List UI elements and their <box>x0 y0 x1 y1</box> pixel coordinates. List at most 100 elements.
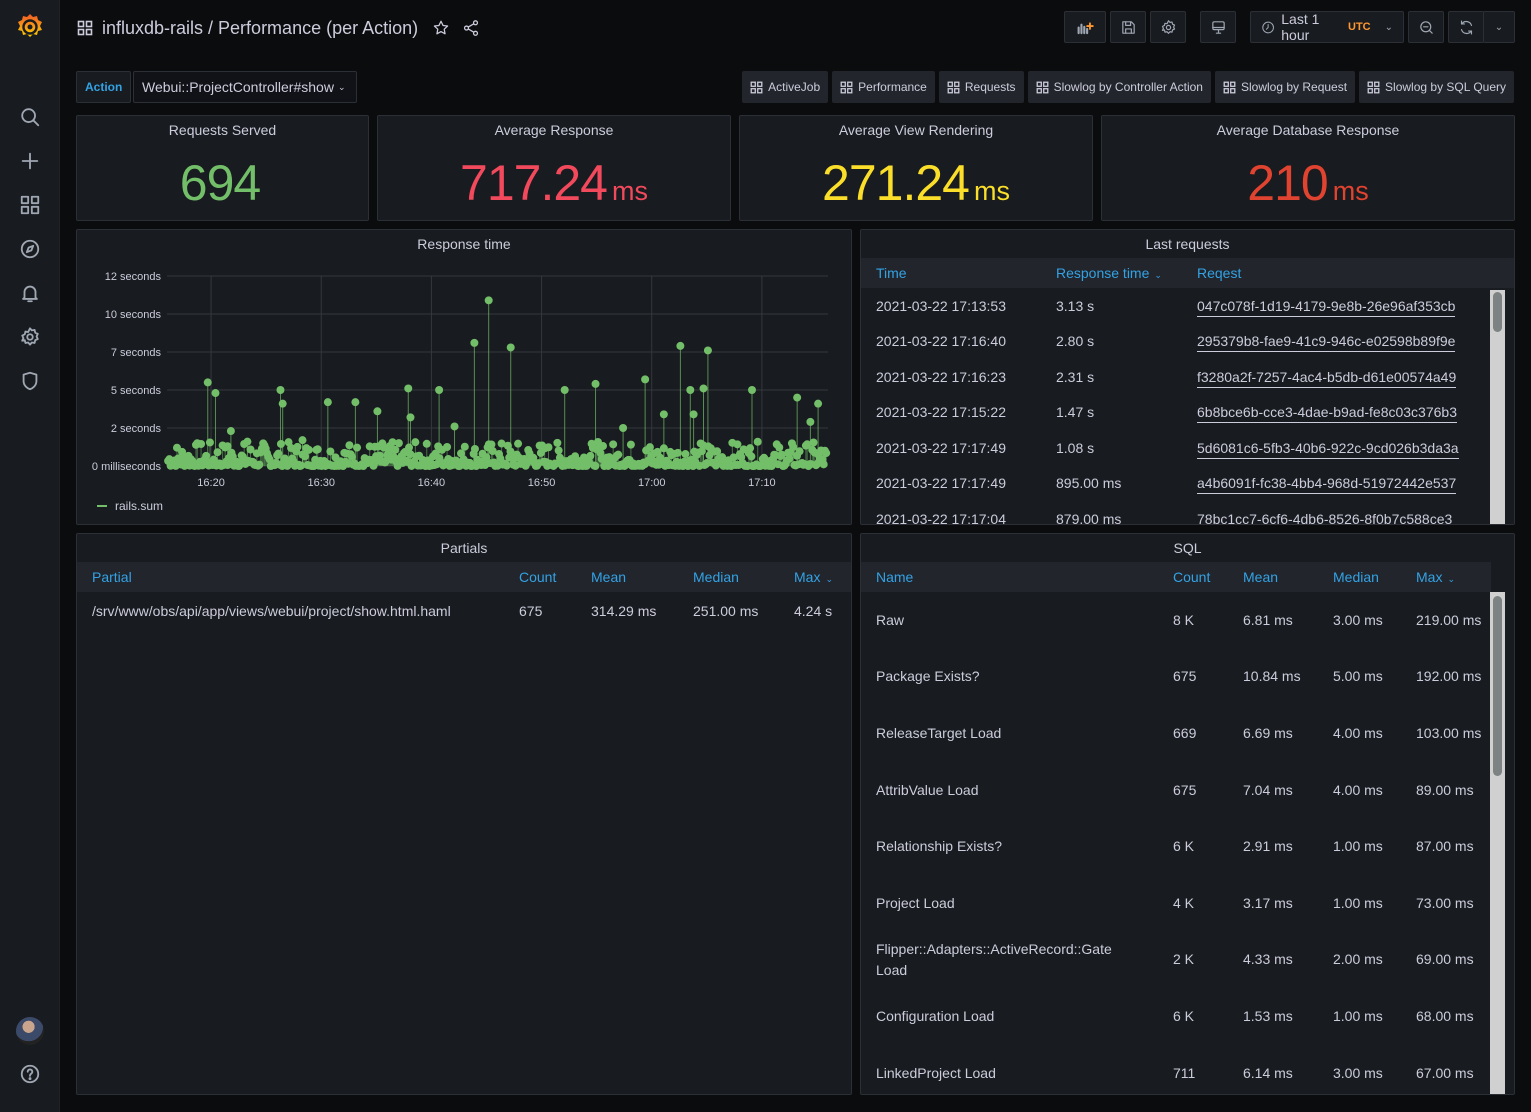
time-cell: 2021-03-22 17:16:23 <box>876 368 1006 385</box>
data-point <box>255 460 264 469</box>
response-time-panel: Response time 0 milliseconds 2 seconds 5 s… <box>76 229 852 525</box>
panel-title[interactable]: Average Database Response <box>1216 122 1400 138</box>
plus-icon[interactable] <box>18 149 42 173</box>
column-header-count[interactable]: Count <box>1173 569 1211 585</box>
table-row[interactable]: /srv/www/obs/api/app/views/webui/project… <box>77 592 851 630</box>
data-point <box>351 398 360 407</box>
stat-value: 271.24 ms <box>740 154 1092 212</box>
response-time-cell: 1.08 s <box>1056 439 1095 456</box>
table-row[interactable]: ReleaseTarget Load 669 6.69 ms 4.00 ms 103.0… <box>861 705 1491 762</box>
table-row[interactable]: Package Exists? 675 10.84 ms 5.00 ms 192.00 … <box>861 649 1491 706</box>
panel-title[interactable]: Response time <box>417 236 511 252</box>
y-tick-label: 7 seconds <box>111 347 162 359</box>
dashboard-grid-icon <box>1036 81 1048 93</box>
configuration-gear-icon[interactable] <box>18 325 42 349</box>
time-range-picker[interactable]: Last 1 hour UTC ⌄ <box>1250 11 1404 43</box>
table-row[interactable]: 2021-03-22 17:16:23 2.31 s f3280a2f-7257-4… <box>861 359 1514 395</box>
dashboards-icon[interactable] <box>18 193 42 217</box>
grafana-logo-icon[interactable] <box>14 11 46 43</box>
stat-number: 694 <box>179 155 261 211</box>
dashboard-link-slowlog-request[interactable]: Slowlog by Request <box>1214 71 1356 103</box>
explore-compass-icon[interactable] <box>18 237 42 261</box>
scrollbar-thumb[interactable] <box>1493 292 1502 332</box>
column-header-mean[interactable]: Mean <box>591 569 627 585</box>
table-row[interactable]: Flipper::Adapters::ActiveRecord::Gate Lo… <box>861 932 1491 989</box>
dashboard-settings-button[interactable] <box>1150 11 1186 43</box>
panel-title[interactable]: Requests Served <box>168 122 277 138</box>
scrollbar[interactable] <box>1490 290 1505 524</box>
cycle-view-mode-button[interactable] <box>1200 11 1236 43</box>
table-row[interactable]: 2021-03-22 17:16:40 2.80 s 295379b8-fae9-4… <box>861 324 1514 360</box>
table-row[interactable]: AttribValue Load 675 7.04 ms 4.00 ms 89.00 m… <box>861 762 1491 819</box>
panel-title[interactable]: Average View Rendering <box>838 122 994 138</box>
dashboard-link-performance[interactable]: Performance <box>832 71 935 103</box>
panel-title[interactable]: Average Response <box>494 122 614 138</box>
help-icon[interactable] <box>18 1062 42 1086</box>
table-row[interactable]: 2021-03-22 17:17:04 879.00 ms 78bc1cc7-6cf… <box>861 501 1514 524</box>
sort-desc-icon: ⌄ <box>1447 574 1455 584</box>
table-row[interactable]: Relationship Exists? 6 K 2.91 ms 1.00 ms 87.… <box>861 818 1491 875</box>
time-cell: 2021-03-22 17:15:22 <box>876 404 1006 421</box>
y-axis-ticks: 0 milliseconds 2 seconds 5 seconds 7 second… <box>92 271 162 473</box>
dashboard-title[interactable]: influxdb-rails / Performance (per Action… <box>102 17 419 38</box>
request-cell: 78bc1cc7-6cf6-4db6-8526-8f0b7c588ce3 <box>1182 501 1514 524</box>
request-link[interactable]: 295379b8-fae9-41c9-946c-e02598b89f9e <box>1197 333 1456 353</box>
table-row[interactable]: 2021-03-22 17:15:22 1.47 s 6b8bce6b-cce3-4… <box>861 395 1514 431</box>
column-header-name[interactable]: Name <box>876 569 914 585</box>
user-avatar[interactable] <box>16 1017 44 1045</box>
x-tick-label: 17:00 <box>638 477 666 489</box>
action-variable-select[interactable]: Webui::ProjectController#show ⌄ <box>133 71 357 103</box>
table-row[interactable]: 2021-03-22 17:17:49 1.08 s 5d6081c6-5fb3-4… <box>861 430 1514 466</box>
star-icon[interactable] <box>432 19 450 37</box>
data-point <box>502 461 511 470</box>
column-header-median[interactable]: Median <box>1333 569 1379 585</box>
column-header-max[interactable]: Max ⌄ <box>794 569 833 585</box>
table-row[interactable]: 2021-03-22 17:13:53 3.13 s 047c078f-1d19-4… <box>861 288 1514 324</box>
settings-gear-icon <box>1161 19 1175 34</box>
dashboard-link-slowlog-controller[interactable]: Slowlog by Controller Action <box>1027 71 1211 103</box>
add-panel-button[interactable] <box>1064 11 1106 43</box>
column-header-median[interactable]: Median <box>693 569 739 585</box>
column-header-response-time[interactable]: Response time ⌄ <box>1056 265 1162 281</box>
column-header-max[interactable]: Max ⌄ <box>1416 569 1455 585</box>
dashboard-link-activejob[interactable]: ActiveJob <box>742 71 829 103</box>
table-row[interactable]: Raw 8 K 6.81 ms 3.00 ms 219.00 ms <box>861 592 1491 649</box>
response-time-chart[interactable]: 0 milliseconds 2 seconds 5 seconds 7 second… <box>77 260 852 500</box>
dashboard-link-slowlog-sql[interactable]: Slowlog by SQL Query <box>1359 71 1514 103</box>
panel-title[interactable]: SQL <box>1173 540 1202 556</box>
table-row[interactable]: LinkedProject Load 711 6.14 ms 3.00 ms 67.00… <box>861 1045 1491 1094</box>
refresh-interval-dropdown[interactable]: ⌄ <box>1483 11 1515 43</box>
count-cell: 711 <box>1173 1064 1196 1081</box>
share-icon[interactable] <box>462 19 480 37</box>
zoom-out-button[interactable] <box>1408 11 1444 43</box>
search-icon[interactable] <box>18 105 42 129</box>
refresh-button[interactable] <box>1448 11 1484 43</box>
table-row[interactable]: Configuration Load 6 K 1.53 ms 1.00 ms 68.00… <box>861 988 1491 1045</box>
column-header-count[interactable]: Count <box>519 569 557 585</box>
scrollbar[interactable] <box>1490 592 1505 1094</box>
panel-title[interactable]: Last requests <box>1145 236 1230 252</box>
chart-legend[interactable]: rails.sum <box>97 499 163 513</box>
request-link[interactable]: 5d6081c6-5fb3-40b6-922c-9cd026b3da3a <box>1197 439 1459 459</box>
x-tick-label: 17:10 <box>748 477 776 489</box>
count-cell: 6 K <box>1173 1007 1195 1024</box>
stat-unit: ms <box>973 176 1010 206</box>
alerting-bell-icon[interactable] <box>18 281 42 305</box>
request-link[interactable]: 78bc1cc7-6cf6-4db6-8526-8f0b7c588ce3 <box>1197 510 1453 524</box>
table-row[interactable]: Project Load 4 K 3.17 ms 1.00 ms 73.00 ms <box>861 875 1491 932</box>
column-header-partial[interactable]: Partial <box>92 569 132 585</box>
request-link[interactable]: a4b6091f-fc38-4bb4-968d-51972442e537 <box>1197 475 1457 495</box>
data-point <box>686 386 695 394</box>
scrollbar-thumb[interactable] <box>1493 596 1502 776</box>
column-header-mean[interactable]: Mean <box>1243 569 1279 585</box>
panel-title[interactable]: Partials <box>440 540 488 556</box>
table-row[interactable]: 2021-03-22 17:17:49 895.00 ms a4b6091f-fc3… <box>861 466 1514 502</box>
dashboard-link-requests[interactable]: Requests <box>938 71 1024 103</box>
request-link[interactable]: 6b8bce6b-cce3-4dae-b9ad-fe8c03c376b3 <box>1197 404 1457 424</box>
server-admin-shield-icon[interactable] <box>18 369 42 393</box>
column-header-request[interactable]: Reqest <box>1197 265 1242 281</box>
column-header-time[interactable]: Time <box>876 265 907 281</box>
save-dashboard-button[interactable] <box>1110 11 1146 43</box>
request-link[interactable]: 047c078f-1d19-4179-9e8b-26e96af353cb <box>1197 297 1456 317</box>
request-link[interactable]: f3280a2f-7257-4ac4-b5db-d61e00574a49 <box>1197 368 1457 388</box>
